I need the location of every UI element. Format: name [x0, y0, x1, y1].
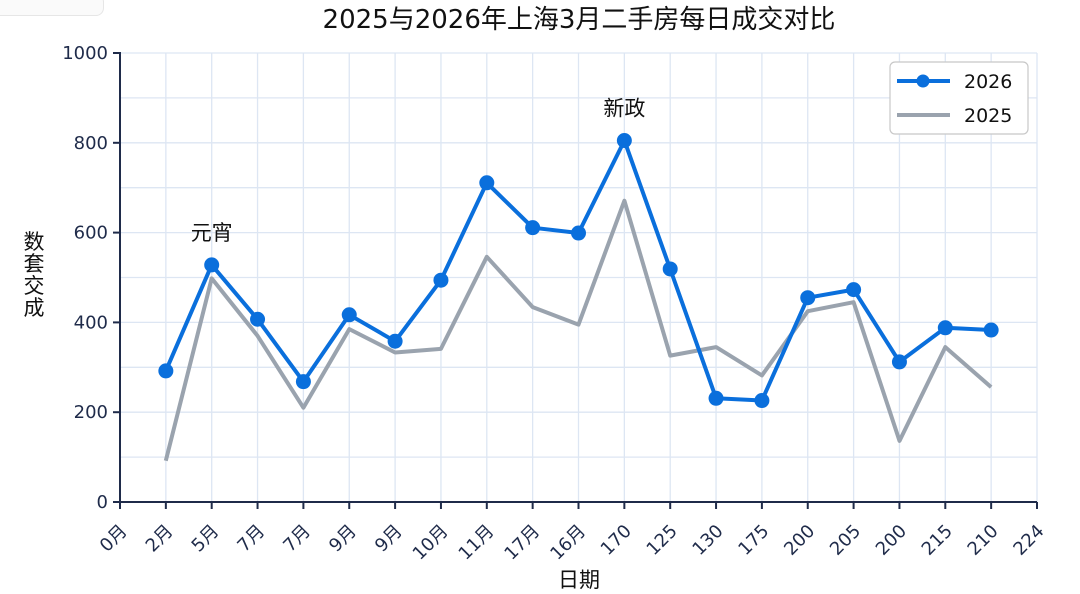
- data-point-2026: [983, 322, 999, 338]
- x-tick-label: 215: [918, 521, 957, 560]
- x-tick-labels: 0月 2月 5月 7月 7月 9月 9月 10月 11月 17月 16月 170 125 130 175 20…: [96, 521, 1049, 565]
- x-tick-label: 210: [964, 521, 1003, 560]
- chart-title: 2025与2026年上海3月二手房每日成交对比: [323, 5, 836, 35]
- grid: [119, 52, 1038, 503]
- data-point-2026: [433, 272, 449, 288]
- x-tick-label: 200: [872, 521, 911, 560]
- data-point-2026: [846, 282, 862, 298]
- data-point-2026: [616, 133, 632, 149]
- annotation-label: 新政: [603, 97, 645, 121]
- x-axis-label: 日期: [558, 568, 600, 592]
- y-tick-labels: 0 200 400 600 800 1000: [62, 43, 108, 513]
- annotation-label: 元宵: [191, 221, 233, 245]
- y-tick-label: 600: [74, 223, 108, 244]
- y-tick-label: 1000: [62, 43, 108, 64]
- data-point-2026: [754, 393, 770, 409]
- axes: [113, 52, 1038, 509]
- series-line-2025: [163, 198, 993, 462]
- x-tick-label: 7月: [279, 521, 315, 557]
- x-tick-label: 9月: [371, 521, 407, 557]
- browser-tab-stub[interactable]: [0, 0, 104, 16]
- x-tick-label: 7月: [233, 521, 269, 557]
- data-point-2026: [295, 374, 311, 390]
- legend-marker-2026: [916, 74, 930, 88]
- data-point-2026: [800, 290, 816, 306]
- data-point-2026: [479, 175, 495, 191]
- x-tick-label: 170: [597, 521, 636, 560]
- data-point-2026: [891, 354, 907, 370]
- data-point-2026: [708, 390, 724, 406]
- y-tick-label: 800: [74, 133, 108, 154]
- x-tick-label: 16月: [546, 521, 590, 565]
- annotations: 元宵 新政: [191, 97, 646, 245]
- data-point-2026: [525, 220, 541, 236]
- data-point-2026: [937, 320, 953, 336]
- data-point-2026: [250, 311, 266, 327]
- y-tick-label: 0: [97, 492, 108, 513]
- y-axis-label-char: 数: [24, 230, 45, 254]
- y-axis-label-char: 成: [24, 296, 45, 320]
- legend: 2026 2025: [889, 61, 1029, 135]
- data-point-2026: [204, 257, 220, 273]
- legend-label-2025: 2025: [964, 105, 1012, 127]
- x-tick-label: 17月: [500, 521, 544, 565]
- x-tick-label: 9月: [325, 521, 361, 557]
- x-tick-label: 175: [734, 521, 773, 560]
- data-point-2026: [571, 225, 586, 241]
- x-tick-label: 125: [643, 521, 682, 560]
- data-point-2026: [387, 333, 403, 349]
- x-tick-label: 205: [826, 521, 865, 560]
- x-tick-label: 224: [1009, 521, 1048, 560]
- x-tick-label: 0月: [96, 521, 132, 557]
- x-tick-label: 10月: [409, 521, 453, 565]
- data-point-2026: [662, 261, 678, 277]
- x-tick-label: 200: [780, 521, 819, 560]
- x-tick-label: 11月: [455, 521, 499, 565]
- y-tick-label: 400: [74, 312, 108, 333]
- y-tick-label: 200: [74, 402, 108, 423]
- x-tick-label: 2月: [142, 521, 178, 557]
- series: [158, 133, 999, 462]
- x-tick-label: 130: [688, 521, 727, 560]
- data-point-2026: [158, 363, 174, 379]
- legend-label-2026: 2026: [964, 71, 1012, 93]
- y-axis-label-char: 交: [24, 274, 45, 298]
- y-axis-label-char: 套: [24, 252, 45, 276]
- data-point-2026: [341, 307, 357, 323]
- x-tick-label: 5月: [188, 521, 224, 557]
